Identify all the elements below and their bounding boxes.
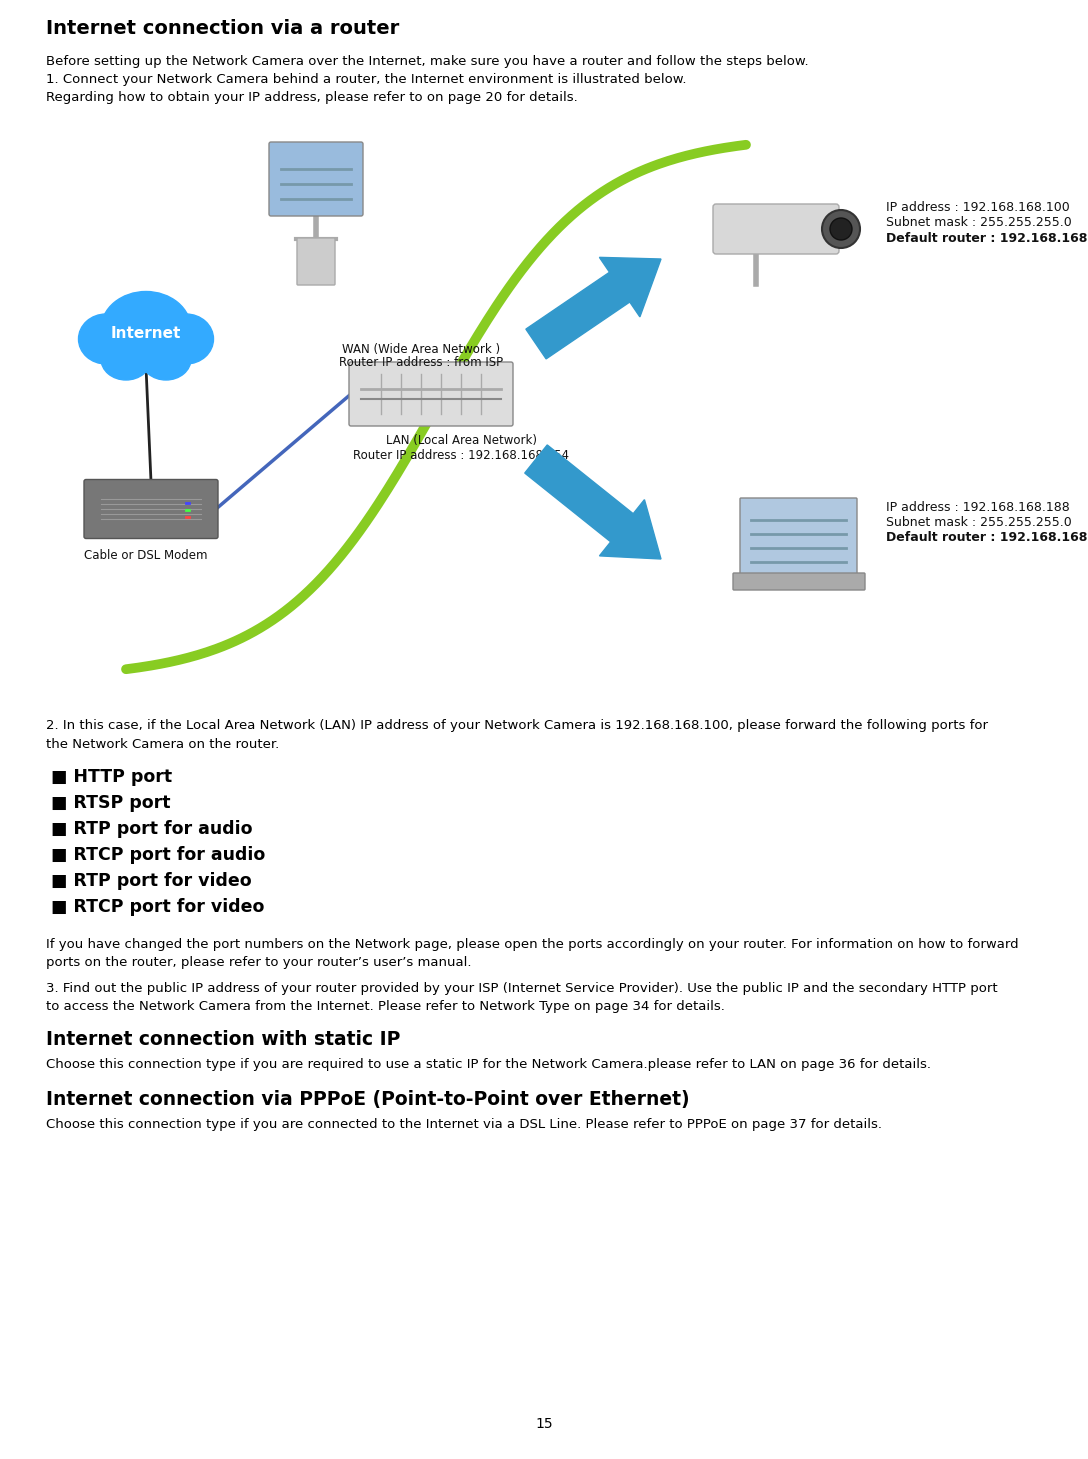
Text: WAN (Wide Area Network ): WAN (Wide Area Network )	[342, 343, 500, 356]
Text: Before setting up the Network Camera over the Internet, make sure you have a rou: Before setting up the Network Camera ove…	[46, 55, 808, 69]
Text: the Network Camera on the router.: the Network Camera on the router.	[46, 738, 280, 751]
FancyBboxPatch shape	[733, 573, 865, 589]
Text: 3. Find out the public IP address of your router provided by your ISP (Internet : 3. Find out the public IP address of you…	[46, 982, 998, 995]
Text: 1. Connect your Network Camera behind a router, the Internet environment is illu: 1. Connect your Network Camera behind a …	[46, 73, 687, 86]
Text: Choose this connection type if you are connected to the Internet via a DSL Line.: Choose this connection type if you are c…	[46, 1118, 882, 1131]
Text: ■ RTSP port: ■ RTSP port	[51, 794, 171, 813]
FancyBboxPatch shape	[297, 238, 335, 285]
Polygon shape	[526, 257, 662, 359]
Text: IP address : 192.168.168.100: IP address : 192.168.168.100	[886, 201, 1070, 214]
Text: ■ RTCP port for audio: ■ RTCP port for audio	[51, 846, 265, 864]
FancyBboxPatch shape	[349, 362, 514, 426]
Text: Internet connection via PPPoE (Point-to-Point over Ethernet): Internet connection via PPPoE (Point-to-…	[46, 1090, 690, 1109]
Text: LAN (Local Area Network): LAN (Local Area Network)	[385, 433, 536, 446]
FancyBboxPatch shape	[740, 498, 857, 575]
FancyBboxPatch shape	[713, 204, 839, 254]
Text: Cable or DSL Modem: Cable or DSL Modem	[84, 549, 208, 562]
FancyBboxPatch shape	[269, 142, 363, 216]
Text: ports on the router, please refer to your router’s user’s manual.: ports on the router, please refer to you…	[46, 956, 471, 969]
Polygon shape	[524, 445, 662, 559]
Ellipse shape	[159, 314, 213, 363]
Ellipse shape	[823, 210, 860, 248]
Text: Default router : 192.168.168.254: Default router : 192.168.168.254	[886, 531, 1088, 544]
Text: Choose this connection type if you are required to use a static IP for the Netwo: Choose this connection type if you are r…	[46, 1058, 931, 1071]
Text: ■ RTP port for audio: ■ RTP port for audio	[51, 820, 252, 837]
Ellipse shape	[78, 314, 134, 363]
FancyBboxPatch shape	[84, 480, 218, 538]
Text: IP address : 192.168.168.188: IP address : 192.168.168.188	[886, 500, 1070, 514]
Ellipse shape	[141, 338, 191, 379]
Text: to access the Network Camera from the Internet. Please refer to Network Type on : to access the Network Camera from the In…	[46, 999, 725, 1013]
Text: ■ HTTP port: ■ HTTP port	[51, 767, 172, 786]
Text: ■ RTCP port for video: ■ RTCP port for video	[51, 897, 264, 916]
Text: 2. In this case, if the Local Area Network (LAN) IP address of your Network Came: 2. In this case, if the Local Area Netwo…	[46, 719, 988, 732]
Text: Router IP address : from ISP: Router IP address : from ISP	[339, 356, 503, 369]
Ellipse shape	[830, 217, 852, 239]
Text: Internet: Internet	[111, 327, 182, 341]
Text: Subnet mask : 255.255.255.0: Subnet mask : 255.255.255.0	[886, 216, 1072, 229]
Text: Regarding how to obtain your IP address, please refer to on page 20 for details.: Regarding how to obtain your IP address,…	[46, 90, 578, 104]
Text: Internet connection with static IP: Internet connection with static IP	[46, 1030, 400, 1049]
Text: Default router : 192.168.168.254: Default router : 192.168.168.254	[886, 232, 1088, 245]
Ellipse shape	[101, 292, 191, 366]
Text: Router IP address : 192.168.168.254: Router IP address : 192.168.168.254	[353, 449, 569, 463]
Text: Internet connection via a router: Internet connection via a router	[46, 19, 399, 38]
Ellipse shape	[101, 338, 151, 379]
Text: Subnet mask : 255.255.255.0: Subnet mask : 255.255.255.0	[886, 516, 1072, 530]
Text: If you have changed the port numbers on the Network page, please open the ports : If you have changed the port numbers on …	[46, 938, 1018, 951]
Text: ■ RTP port for video: ■ RTP port for video	[51, 872, 251, 890]
Text: 15: 15	[535, 1417, 553, 1431]
